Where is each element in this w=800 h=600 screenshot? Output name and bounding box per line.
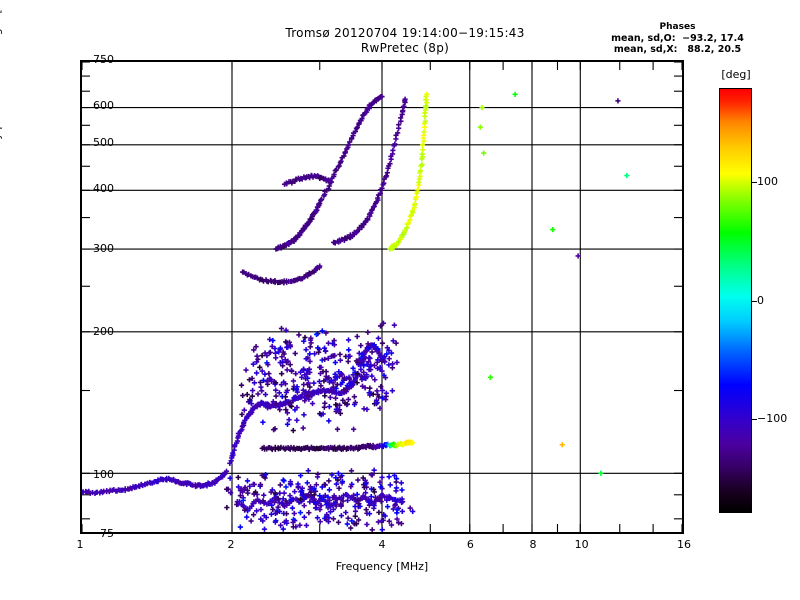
y-tick-750: 750 <box>93 53 114 66</box>
x-tick-8: 8 <box>529 538 537 551</box>
colorbar-tick-100: 100 <box>757 175 778 189</box>
phase-stats-block: Phases mean, sd,O: −93.2, 17.4 mean, sd,… <box>560 22 795 55</box>
title-line-2: RwPretec (8p) <box>360 41 450 55</box>
y-tick-300: 300 <box>93 241 114 255</box>
x-tick-1: 1 <box>76 538 84 551</box>
y-tick-100: 100 <box>93 467 114 481</box>
y-tick-400: 400 <box>93 182 114 196</box>
colorbar-tickmark--100 <box>752 418 757 420</box>
colorbar <box>719 88 752 513</box>
x-tick-2: 2 <box>227 538 235 551</box>
y-tick-500: 500 <box>93 136 114 150</box>
chart-title: Tromsø 20120704 19:14:00−19:15:43 RwPret… <box>155 26 655 56</box>
y-tick-600: 600 <box>93 98 114 112</box>
x-tick-16: 16 <box>677 538 691 551</box>
title-line-1: Tromsø 20120704 19:14:00−19:15:43 <box>285 26 525 40</box>
colorbar-tick-0: 0 <box>757 293 764 307</box>
phase-stats-extraordinary: mean, sd,X: 88.2, 20.5 <box>613 44 742 55</box>
colorbar-tickmark-0 <box>752 300 757 302</box>
phase-stats-ordinary: mean, sd,O: −93.2, 17.4 <box>611 33 744 44</box>
phase-stats-heading: Phases <box>659 22 696 32</box>
colorbar-unit-label: [deg] <box>721 68 751 81</box>
x-axis-label: Frequency [MHz] <box>335 560 429 573</box>
plot-canvas <box>82 62 682 532</box>
y-tick-75: 75 <box>100 527 114 540</box>
plot-area <box>80 60 684 534</box>
x-tick-6: 6 <box>466 538 474 551</box>
y-tick-200: 200 <box>93 325 114 339</box>
y-axis-label: Stationary phase Virtual Height [km] <box>0 0 3 190</box>
colorbar-tickmark-100 <box>752 182 757 184</box>
scatter-layer <box>82 62 682 532</box>
colorbar-tick--100: −100 <box>757 411 788 425</box>
x-tick-10: 10 <box>574 538 589 551</box>
x-tick-4: 4 <box>378 538 386 551</box>
